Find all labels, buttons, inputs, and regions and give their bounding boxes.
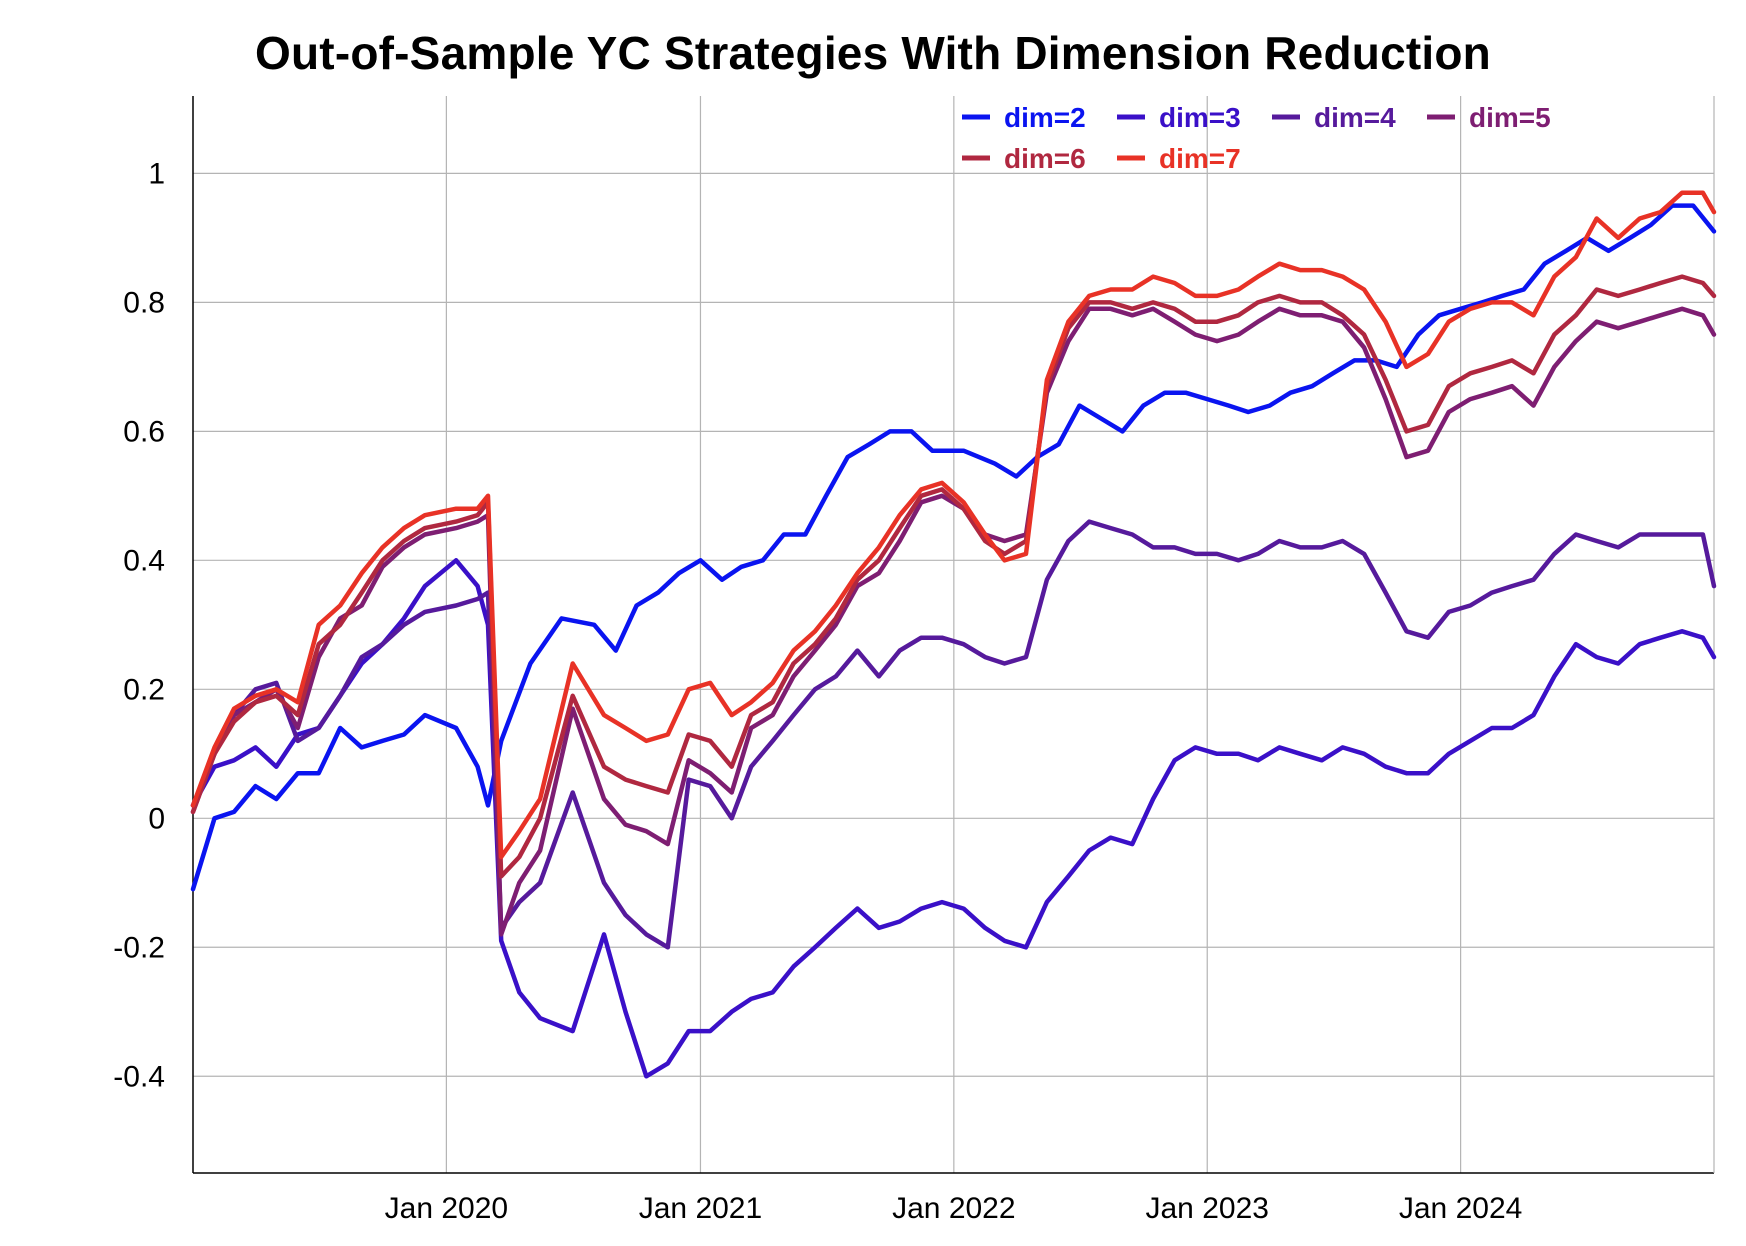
y-tick-label: -0.2 bbox=[113, 931, 165, 964]
y-tick-label: 0 bbox=[148, 802, 165, 835]
legend: dim=2 dim=3 dim=4 dim=5 dim=6 dim=7 bbox=[962, 102, 1551, 174]
series-line-dim-6 bbox=[190, 274, 1717, 879]
y-tick-label: 0.8 bbox=[123, 286, 165, 319]
x-tick-label: Jan 2023 bbox=[1146, 1192, 1269, 1225]
series-lines bbox=[190, 190, 1717, 1079]
x-tick-label: Jan 2022 bbox=[892, 1192, 1015, 1225]
legend-label: dim=2 bbox=[1004, 102, 1086, 133]
y-tick-label: 0.6 bbox=[123, 415, 165, 448]
x-tick-label: Jan 2024 bbox=[1399, 1192, 1522, 1225]
legend-label: dim=4 bbox=[1314, 102, 1396, 133]
gridlines bbox=[193, 96, 1714, 1173]
series-line-dim-3 bbox=[190, 558, 1717, 1079]
tick-labels: -0.4 -0.2 0 0.2 0.4 0.6 0.8 1 Jan 2020 Jan 2021 Ja… bbox=[113, 157, 1522, 1225]
y-tick-label: 1 bbox=[148, 157, 165, 190]
y-tick-label: 0.2 bbox=[123, 673, 165, 706]
legend-label: dim=5 bbox=[1469, 102, 1551, 133]
legend-label: dim=6 bbox=[1004, 143, 1086, 174]
legend-label: dim=3 bbox=[1159, 102, 1241, 133]
x-tick-label: Jan 2020 bbox=[385, 1192, 508, 1225]
axes bbox=[192, 96, 1715, 1174]
x-tick-label: Jan 2021 bbox=[639, 1192, 762, 1225]
y-tick-label: 0.4 bbox=[123, 544, 165, 577]
legend-label: dim=7 bbox=[1159, 143, 1241, 174]
series-line-dim-7 bbox=[190, 190, 1717, 860]
series-line-dim-4 bbox=[190, 519, 1717, 950]
chart-title: Out-of-Sample YC Strategies With Dimensi… bbox=[255, 27, 1491, 79]
series-line-dim-2 bbox=[190, 203, 1717, 892]
y-tick-label: -0.4 bbox=[113, 1060, 165, 1093]
